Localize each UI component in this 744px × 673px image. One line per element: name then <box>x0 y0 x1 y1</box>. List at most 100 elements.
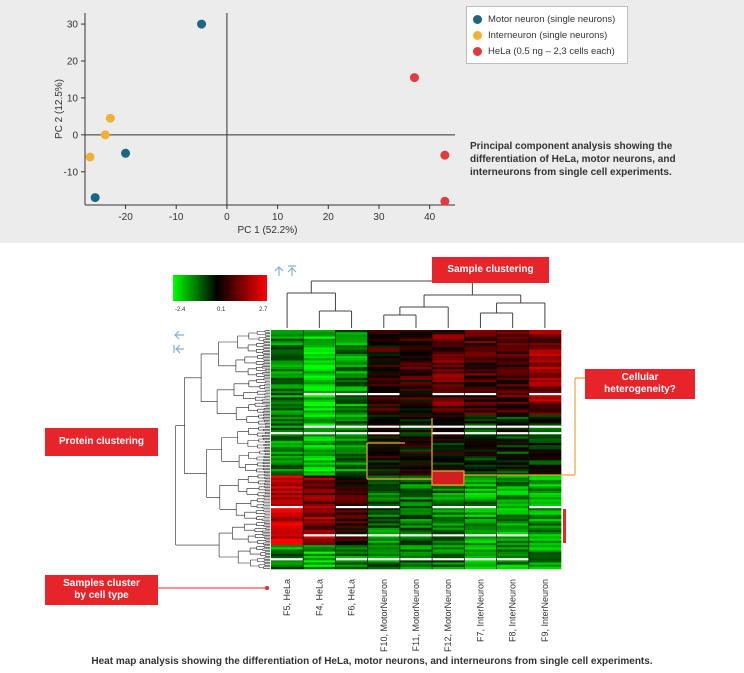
heatmap-cell <box>271 414 304 418</box>
heatmap-cell <box>528 521 562 524</box>
heatmap-cell <box>496 425 530 429</box>
heatmap-cell <box>335 416 368 420</box>
heatmap-cell <box>271 555 304 559</box>
heatmap-cell <box>303 371 336 374</box>
heatmap-cell <box>303 447 336 450</box>
heatmap-cell <box>335 412 368 416</box>
arrow-left-bar-icon[interactable] <box>173 344 184 354</box>
heatmap-cell <box>271 351 304 355</box>
heatmap-cell <box>335 449 368 452</box>
heatmap-cell <box>303 471 336 474</box>
data-point <box>409 73 419 83</box>
heatmap-cell <box>271 466 304 470</box>
heatmap-cell <box>464 497 497 500</box>
heatmap-cell <box>496 545 530 548</box>
heatmap-cell <box>335 432 368 435</box>
heatmap-cell <box>303 388 336 392</box>
arrow-left-icon[interactable] <box>174 330 184 340</box>
heatmap-cell <box>367 377 401 381</box>
dendrogram-branch <box>423 294 522 307</box>
heatmap-cell <box>496 334 530 337</box>
heatmap-cell <box>464 369 497 372</box>
heatmap-cell <box>399 427 433 431</box>
heatmap-cell <box>271 521 304 524</box>
heatmap-cell <box>271 482 304 485</box>
samples-cluster-callout: Samples cluster by cell type <box>45 575 158 605</box>
cellular-heterogeneity-callout: Cellular heterogeneity? <box>585 369 695 399</box>
heatmap-cell <box>432 436 465 439</box>
heatmap-cell <box>335 523 368 526</box>
heatmap-cell <box>335 347 368 350</box>
heatmap-cell <box>496 353 530 357</box>
heatmap-cell <box>528 562 562 565</box>
heatmap-cell <box>464 553 497 557</box>
heatmap-cell <box>335 542 368 546</box>
heatmap-cell <box>464 562 497 565</box>
x-tick-label: 10 <box>272 212 284 223</box>
heatmap-cell <box>303 421 336 424</box>
heatmap-cell <box>399 432 433 435</box>
heatmap-cell <box>528 495 562 498</box>
sort-arrows <box>173 265 297 354</box>
heatmap-cell <box>464 388 497 392</box>
heatmap-cell <box>464 432 497 435</box>
legend-label: Interneuron (single neurons) <box>488 29 608 41</box>
heatmap-cell <box>528 364 562 368</box>
arrow-up-bar-icon[interactable] <box>287 265 297 276</box>
heatmap-cell <box>303 536 336 539</box>
heatmap-cell <box>335 505 368 509</box>
heatmap-cell <box>432 340 465 344</box>
heatmap-cell <box>464 406 497 409</box>
heatmap-cell <box>335 549 368 552</box>
heatmap-cell <box>335 384 368 387</box>
heatmap-cell <box>432 495 465 498</box>
heatmap-cell <box>271 416 304 420</box>
heatmap-cell <box>496 340 530 344</box>
heatmap-cell <box>399 555 433 559</box>
heatmap-cell <box>464 393 497 396</box>
heatmap-cell <box>528 393 562 396</box>
heatmap-cell <box>303 547 336 550</box>
heatmap-cell <box>464 336 497 339</box>
heatmap-cell <box>432 538 465 542</box>
heatmap-cell <box>432 421 465 424</box>
heatmap-cell <box>367 414 401 418</box>
heatmap-cell <box>528 514 562 518</box>
heatmap-cell <box>496 336 530 339</box>
heatmap-cell <box>335 423 368 426</box>
arrow-up-icon[interactable] <box>274 266 284 276</box>
heatmap-cell <box>464 356 497 359</box>
heatmap-cell <box>271 501 304 505</box>
heatmap-cell <box>271 343 304 346</box>
heatmap-cell <box>399 403 433 407</box>
heatmap-cell <box>432 358 465 361</box>
heatmap-cell <box>335 360 368 363</box>
heatmap-cell <box>464 403 497 407</box>
heatmap-cell <box>399 371 433 374</box>
heatmap-cell <box>335 393 368 396</box>
heatmap-cell <box>367 538 401 542</box>
heatmap-cell <box>367 364 401 368</box>
dendrogram-branch <box>318 310 353 328</box>
heatmap-cell <box>528 362 562 366</box>
heatmap-cell <box>271 458 304 461</box>
heatmap-cell <box>496 542 530 546</box>
heatmap-cell <box>399 564 433 568</box>
heatmap-cell <box>432 555 465 559</box>
heatmap-cell <box>335 497 368 500</box>
heatmap-cell <box>399 440 433 444</box>
heatmap-cell <box>496 564 530 568</box>
heatmap-cell <box>496 401 530 405</box>
heatmap-cell <box>367 386 401 389</box>
heatmap-cell <box>335 375 368 379</box>
heatmap-cell <box>271 366 304 370</box>
heatmap-cell <box>432 434 465 437</box>
heatmap-cell <box>271 427 304 431</box>
heatmap-cell <box>528 356 562 359</box>
heatmap-cell <box>399 495 433 498</box>
heatmap-cell <box>464 540 497 544</box>
heatmap-cell <box>432 447 465 450</box>
heatmap-cell <box>528 332 562 335</box>
heatmap-cell <box>303 479 336 483</box>
heatmap-cell <box>271 512 304 515</box>
